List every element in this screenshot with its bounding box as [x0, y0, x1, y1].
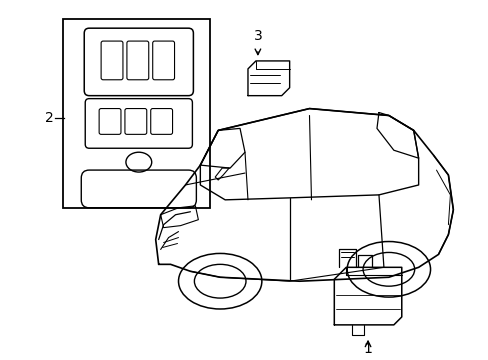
Bar: [63, 19, 210, 208]
Text: 3: 3: [253, 29, 262, 43]
Text: 1: 1: [363, 342, 372, 356]
Text: 2: 2: [45, 112, 54, 126]
